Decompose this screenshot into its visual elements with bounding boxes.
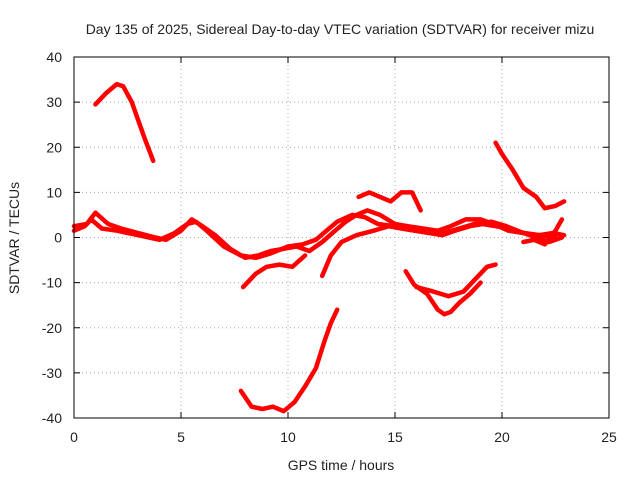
- grid-lines: [74, 57, 609, 418]
- y-tick-labels: -40 -30 -20 -10 0 10 20 30 40: [42, 49, 62, 426]
- series-line-arc-6: [319, 221, 565, 279]
- x-tick-label: 15: [387, 429, 403, 445]
- y-axis-label: SDTVAR / TECUs: [6, 182, 22, 294]
- series-line-arc-11: [521, 217, 565, 247]
- series-line-arc-7: [356, 190, 423, 213]
- series-line-arc-5: [238, 307, 340, 414]
- x-tick-label: 20: [494, 429, 510, 445]
- series-layer: [71, 81, 567, 414]
- x-tick-label: 0: [70, 429, 78, 445]
- series-line-arc-1: [93, 81, 156, 164]
- x-tick-label: 5: [177, 429, 185, 445]
- y-tick-label: 20: [46, 139, 62, 155]
- x-tick-label: 10: [280, 429, 296, 445]
- x-tick-label: 25: [601, 429, 617, 445]
- y-tick-label: 10: [46, 184, 62, 200]
- y-tick-label: 30: [46, 94, 62, 110]
- chart-title: Day 135 of 2025, Sidereal Day-to-day VTE…: [86, 21, 595, 37]
- x-tick-labels: 0 5 10 15 20 25: [70, 429, 617, 445]
- axis-ticks: [73, 56, 610, 419]
- series-line-arc-10: [493, 140, 567, 211]
- series-line-arc-3: [71, 208, 567, 261]
- y-tick-label: -40: [42, 410, 62, 426]
- x-axis-label: GPS time / hours: [288, 457, 395, 473]
- y-tick-label: -10: [42, 275, 62, 291]
- y-tick-label: 40: [46, 49, 62, 65]
- series-line-arc-4: [240, 253, 308, 290]
- y-tick-label: -30: [42, 365, 62, 381]
- y-tick-label: 0: [54, 230, 62, 246]
- series-line-arc-9: [414, 262, 498, 299]
- y-tick-label: -20: [42, 320, 62, 336]
